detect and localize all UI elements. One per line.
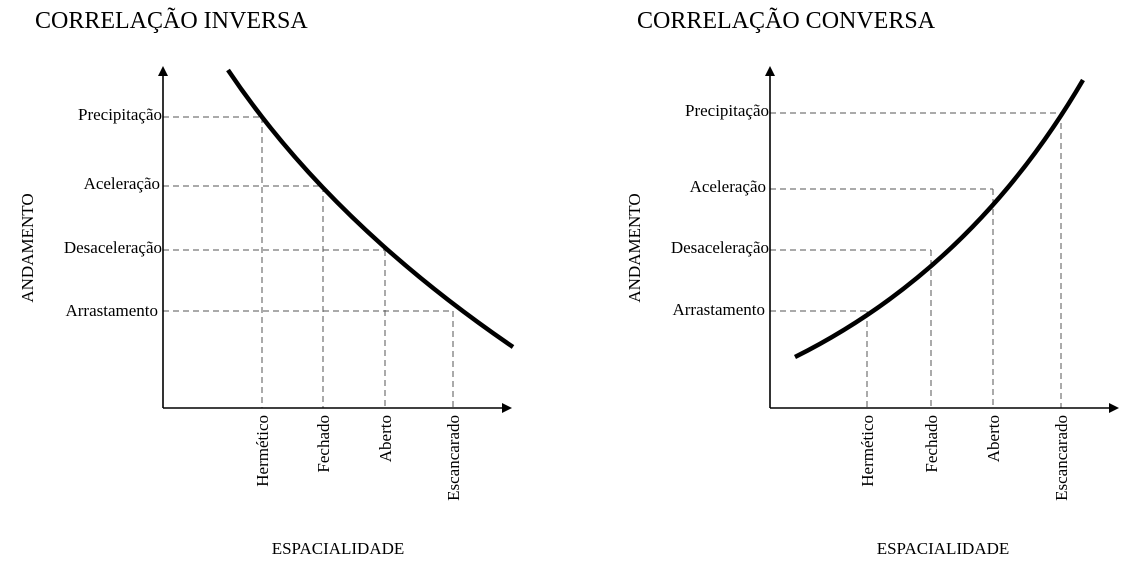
y-level-label: Arrastamento bbox=[672, 300, 765, 319]
x-axis-title: ESPACIALIDADE bbox=[877, 539, 1010, 558]
y-level-label: Aceleração bbox=[690, 177, 766, 196]
x-level-label: Aberto bbox=[376, 415, 395, 462]
x-level-label: Hermético bbox=[253, 415, 272, 487]
x-level-label: Fechado bbox=[314, 415, 333, 473]
y-level-label: Desaceleração bbox=[64, 238, 162, 257]
x-level-label: Aberto bbox=[984, 415, 1003, 462]
panel-title: CORRELAÇÃO CONVERSA bbox=[637, 8, 936, 34]
panel-converse: CORRELAÇÃO CONVERSA Precipitação Acelera… bbox=[625, 8, 1119, 558]
y-level-label: Arrastamento bbox=[65, 301, 158, 320]
y-axis-title: ANDAMENTO bbox=[625, 193, 644, 302]
y-level-label: Precipitação bbox=[78, 105, 162, 124]
y-level-label: Desaceleração bbox=[671, 238, 769, 257]
x-level-label: Escancarado bbox=[444, 415, 463, 501]
y-level-label: Precipitação bbox=[685, 101, 769, 120]
y-axis-title: ANDAMENTO bbox=[18, 193, 37, 302]
x-axis-title: ESPACIALIDADE bbox=[272, 539, 405, 558]
y-level-label: Aceleração bbox=[84, 174, 160, 193]
panel-inverse: CORRELAÇÃO INVERSA Precipitação Aceleraç… bbox=[18, 8, 515, 558]
x-level-label: Fechado bbox=[922, 415, 941, 473]
converse-curve bbox=[793, 78, 1085, 360]
inverse-curve bbox=[226, 68, 515, 349]
panel-title: CORRELAÇÃO INVERSA bbox=[35, 8, 308, 34]
x-level-label: Escancarado bbox=[1052, 415, 1071, 501]
x-level-label: Hermético bbox=[858, 415, 877, 487]
